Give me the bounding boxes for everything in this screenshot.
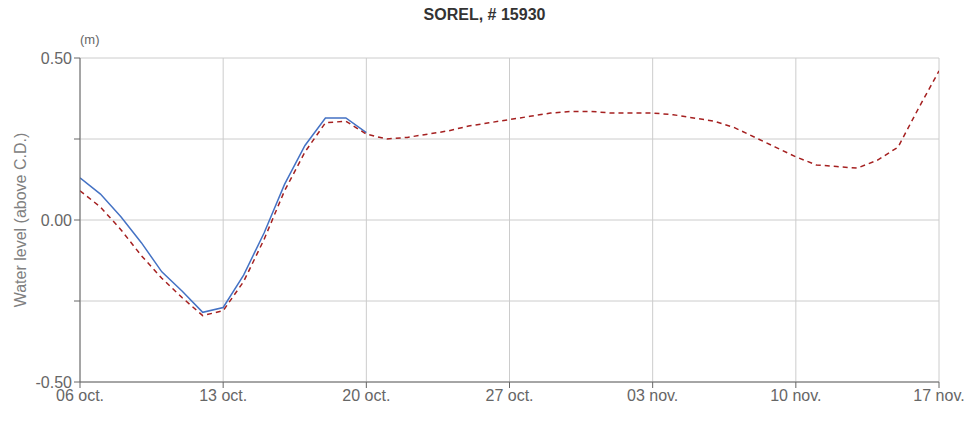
- svg-text:0.00: 0.00: [41, 212, 72, 229]
- svg-text:13 oct.: 13 oct.: [199, 387, 247, 404]
- svg-text:-0.50: -0.50: [36, 374, 73, 391]
- svg-text:0.50: 0.50: [41, 50, 72, 67]
- svg-text:03 nov.: 03 nov.: [627, 387, 678, 404]
- svg-text:17 nov.: 17 nov.: [913, 387, 961, 404]
- svg-text:10 nov.: 10 nov.: [770, 387, 821, 404]
- html-text:SOREL, # 15930: SOREL, # 15930: [423, 6, 546, 23]
- svg-text:Water level (above C.D.): Water level (above C.D.): [12, 133, 29, 308]
- svg-text:20 oct.: 20 oct.: [342, 387, 390, 404]
- svg-text:06 oct.: 06 oct.: [56, 387, 104, 405]
- svg-text:27 oct.: 27 oct.: [485, 387, 533, 404]
- html-text:(m): (m): [80, 32, 100, 47]
